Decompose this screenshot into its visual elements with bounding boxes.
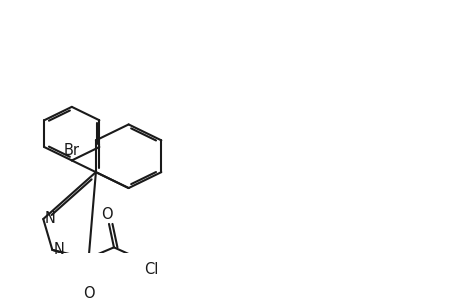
Text: Br: Br (64, 143, 79, 158)
Text: N: N (53, 242, 64, 257)
Text: N: N (44, 212, 55, 226)
Text: O: O (101, 207, 112, 222)
Text: Cl: Cl (144, 262, 158, 278)
Text: O: O (83, 286, 94, 300)
